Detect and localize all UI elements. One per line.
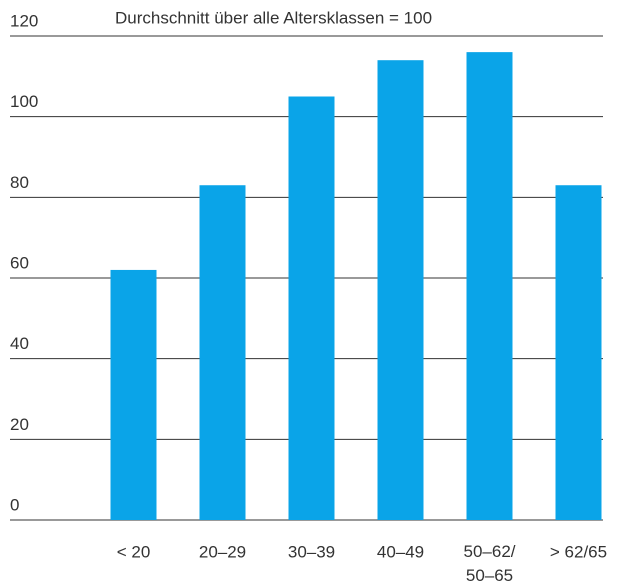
bar — [466, 52, 513, 521]
y-tick-label: 100 — [10, 92, 38, 111]
x-tick-label: 40–49 — [377, 542, 424, 561]
chart-title: Durchschnitt über alle Altersklassen = 1… — [115, 8, 432, 27]
x-tick-label: 50–62/50–65 — [464, 542, 516, 585]
y-tick-label: 60 — [10, 253, 29, 272]
bar — [377, 60, 424, 520]
bar — [555, 185, 602, 520]
bar — [288, 96, 335, 520]
y-tick-label: 80 — [10, 173, 29, 192]
x-tick-label: 30–39 — [288, 542, 335, 561]
x-tick-label: < 20 — [117, 542, 151, 561]
x-tick-label: 20–29 — [199, 542, 246, 561]
y-tick-label: 40 — [10, 334, 29, 353]
bar — [110, 269, 157, 520]
y-tick-label: 0 — [10, 495, 19, 514]
y-tick-label: 20 — [10, 415, 29, 434]
y-tick-label: 120 — [10, 11, 38, 30]
x-tick-label: > 62/65 — [550, 542, 607, 561]
bar — [199, 185, 246, 520]
